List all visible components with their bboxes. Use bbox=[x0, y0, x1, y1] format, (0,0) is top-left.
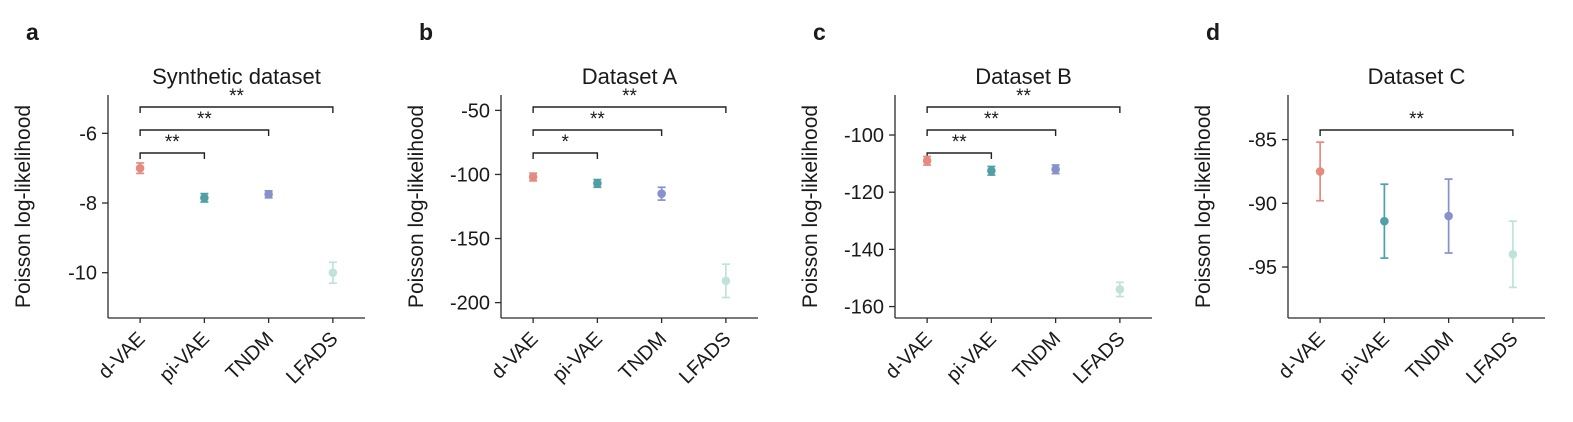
significance-label: ** bbox=[590, 109, 605, 130]
significance-bracket bbox=[139, 152, 206, 159]
data-point-pi-VAE bbox=[986, 166, 996, 176]
data-point-d-VAE bbox=[529, 172, 538, 182]
y-tick-label: -200 bbox=[450, 293, 490, 315]
x-tick-label: pi-VAE bbox=[155, 328, 214, 387]
panel-b: b Dataset A Poisson log-likelihood -50 -100 -… bbox=[393, 0, 786, 422]
data-point-LFADS bbox=[1115, 285, 1124, 294]
x-tick-label: pi-VAE bbox=[1335, 328, 1394, 387]
chart-title: Dataset A bbox=[582, 64, 678, 89]
significance-label: ** bbox=[622, 86, 637, 107]
x-tick-label: TNDM bbox=[615, 328, 671, 384]
panel-d: d Dataset C Poisson log-likelihood -85 -90 -9… bbox=[1180, 0, 1573, 422]
y-axis-label: Poisson log-likelihood bbox=[799, 105, 822, 308]
significance-bracket bbox=[926, 106, 1121, 113]
data-point-LFADS bbox=[721, 276, 731, 286]
data-point-pi-VAE bbox=[200, 193, 209, 203]
significance-bracket bbox=[139, 129, 270, 136]
panel-letter: b bbox=[419, 19, 433, 45]
y-axis-label: Poisson log-likelihood bbox=[1192, 105, 1215, 308]
data-point-d-VAE bbox=[135, 163, 145, 173]
significance-bracket bbox=[532, 129, 663, 136]
chart-title: Synthetic dataset bbox=[152, 64, 321, 89]
significance-bracket bbox=[1319, 129, 1514, 136]
panel-a: a Synthetic dataset Poisson log-likelihood… bbox=[0, 0, 393, 422]
data-point-LFADS bbox=[1508, 249, 1518, 259]
y-tick-label: -8 bbox=[79, 193, 97, 215]
data-point-LFADS bbox=[328, 268, 338, 278]
x-tick-label: TNDM bbox=[1008, 328, 1064, 384]
y-tick-label: -85 bbox=[1248, 130, 1277, 152]
significance-label: ** bbox=[197, 109, 212, 130]
y-tick-label: -90 bbox=[1248, 193, 1277, 215]
panel-letter: d bbox=[1206, 19, 1220, 45]
x-tick-label: pi-VAE bbox=[549, 328, 608, 387]
x-tick-label: d-VAE bbox=[881, 328, 936, 383]
chart-c: c Dataset B Poisson log-likelihood -100 -120… bbox=[799, 19, 1152, 388]
data-point-pi-VAE bbox=[593, 179, 603, 188]
y-axis-label: Poisson log-likelihood bbox=[405, 105, 428, 308]
significance-label: ** bbox=[952, 132, 967, 153]
significance-label: ** bbox=[165, 132, 180, 153]
panel-letter: c bbox=[813, 19, 826, 45]
chart-d: d Dataset C Poisson log-likelihood -85 -90 -9… bbox=[1192, 19, 1545, 388]
y-tick-label: -10 bbox=[68, 263, 97, 285]
data-point-TNDM bbox=[1444, 211, 1453, 221]
x-tick-label: d-VAE bbox=[94, 328, 149, 383]
chart-title: Dataset B bbox=[975, 64, 1072, 89]
significance-label: ** bbox=[984, 109, 999, 130]
y-tick-label: -100 bbox=[450, 164, 490, 186]
chart-b: b Dataset A Poisson log-likelihood -50 -100 -… bbox=[405, 19, 759, 388]
chart-title: Dataset C bbox=[1368, 64, 1466, 89]
x-tick-label: TNDM bbox=[222, 328, 278, 384]
significance-label: * bbox=[562, 132, 570, 153]
significance-label: ** bbox=[229, 86, 244, 107]
x-tick-label: LFADS bbox=[1462, 328, 1522, 388]
significance-bracket bbox=[532, 152, 599, 159]
y-tick-label: -120 bbox=[844, 182, 884, 204]
data-point-TNDM bbox=[1050, 165, 1060, 174]
chart-a: a Synthetic dataset Poisson log-likelihood… bbox=[12, 19, 365, 388]
y-tick-label: -160 bbox=[844, 297, 884, 319]
x-tick-label: LFADS bbox=[282, 328, 342, 388]
significance-bracket bbox=[926, 152, 992, 159]
data-point-d-VAE bbox=[1315, 167, 1325, 176]
y-tick-label: -50 bbox=[461, 100, 490, 122]
data-point-TNDM bbox=[264, 190, 273, 199]
y-tick-label: -95 bbox=[1248, 257, 1277, 279]
significance-label: ** bbox=[1016, 86, 1031, 107]
x-tick-label: d-VAE bbox=[488, 328, 543, 383]
data-point-d-VAE bbox=[922, 156, 932, 166]
panel-c: c Dataset B Poisson log-likelihood -100 -120… bbox=[787, 0, 1180, 422]
x-tick-label: LFADS bbox=[675, 328, 735, 388]
x-tick-label: d-VAE bbox=[1274, 328, 1329, 383]
significance-bracket bbox=[139, 106, 334, 113]
y-tick-label: -150 bbox=[450, 229, 490, 251]
y-tick-label: -100 bbox=[844, 125, 884, 147]
panel-letter: a bbox=[26, 19, 39, 45]
y-tick-label: -140 bbox=[844, 239, 884, 261]
x-tick-label: TNDM bbox=[1402, 328, 1458, 384]
significance-bracket bbox=[926, 129, 1056, 136]
y-axis-label: Poisson log-likelihood bbox=[12, 105, 35, 308]
x-tick-label: LFADS bbox=[1069, 328, 1129, 388]
significance-label: ** bbox=[1409, 109, 1424, 130]
data-point-TNDM bbox=[657, 189, 667, 198]
x-tick-label: pi-VAE bbox=[942, 328, 1001, 387]
significance-bracket bbox=[532, 106, 727, 113]
y-tick-label: -6 bbox=[79, 123, 97, 145]
data-point-pi-VAE bbox=[1380, 216, 1389, 226]
